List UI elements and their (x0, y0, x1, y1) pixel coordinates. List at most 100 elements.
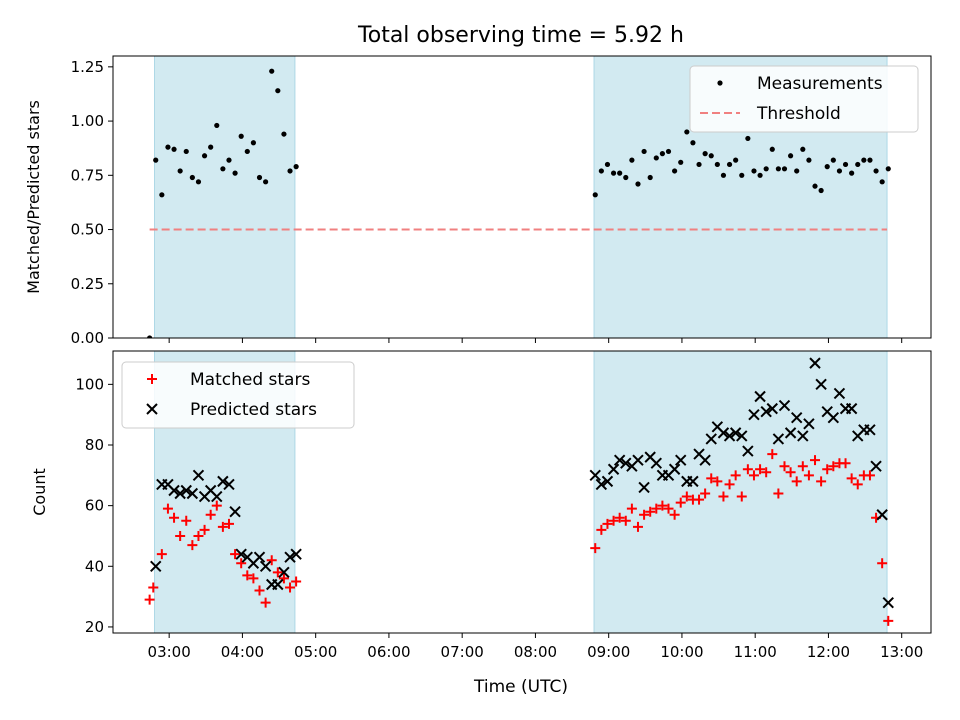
predicted-stars-point-21 (272, 578, 284, 591)
measurements-point-24 (287, 168, 293, 174)
matched-stars-point-3 (156, 549, 167, 560)
measurements-point-29 (610, 170, 617, 176)
matched-stars-point-37 (657, 500, 668, 511)
predicted-stars-point-47 (723, 430, 736, 442)
matched-stars-point-44 (700, 488, 711, 499)
y-tick-label: 1.25 (71, 58, 104, 76)
matched-stars-point-58 (785, 467, 796, 478)
measurements-point-10 (201, 153, 208, 159)
x-tick-label: 07:00 (441, 643, 484, 661)
measurements-point-27 (598, 168, 604, 174)
measurements-point-4 (165, 144, 171, 150)
matched-stars-point-10 (199, 524, 210, 535)
matched-stars-point-25 (291, 576, 302, 587)
predicted-stars-point-55 (772, 433, 785, 445)
predicted-stars-point-59 (797, 430, 809, 442)
measurements-point-43 (696, 161, 702, 168)
measurements-point-53 (757, 172, 763, 178)
predicted-stars-point-65 (833, 387, 846, 400)
predicted-stars-point-6 (180, 484, 192, 497)
measurements-point-45 (708, 153, 714, 159)
matched-stars-point-45 (706, 473, 717, 484)
chart-title: Total observing time = 5.92 h (357, 23, 684, 48)
measurements-point-9 (195, 179, 202, 185)
measurements-point-5 (171, 146, 177, 152)
measurements-point-21 (269, 68, 275, 74)
predicted-stars-point-23 (284, 551, 296, 563)
matched-stars-point-32 (626, 503, 637, 514)
y-tick-label: 1.00 (71, 112, 104, 130)
matched-stars-point-56 (773, 488, 784, 499)
matched-stars-point-5 (169, 512, 180, 523)
matched-stars-point-35 (645, 506, 656, 517)
matched-stars-point-65 (828, 461, 839, 472)
predicted-stars-point-52 (754, 390, 766, 403)
predicted-stars-point-7 (186, 487, 199, 500)
matched-stars-point-51 (742, 464, 753, 475)
predicted-stars-point-61 (809, 357, 821, 369)
y-tick-label: 0.50 (71, 221, 104, 239)
predicted-stars-point-56 (778, 399, 791, 412)
measurements-point-15 (232, 170, 238, 176)
matched-stars-point-54 (761, 467, 772, 478)
matched-stars-point-29 (608, 515, 619, 526)
legend-measurement-swatch (717, 80, 723, 86)
measurements-point-7 (183, 148, 189, 155)
matched-stars-point-47 (718, 491, 729, 502)
predicted-stars-point-35 (650, 457, 663, 469)
legend-entry-label: Measurements (757, 74, 883, 94)
matched-stars-point-8 (187, 540, 198, 551)
measurements-point-14 (226, 157, 232, 163)
matched-stars-point-27 (596, 524, 607, 535)
shaded-interval-2 (593, 350, 888, 634)
x-tick-label: 12:00 (807, 643, 850, 661)
shaded-interval-1 (154, 55, 296, 339)
matched-stars-point-53 (755, 464, 766, 475)
matched-stars-point-13 (217, 521, 228, 532)
matched-stars-point-31 (620, 515, 631, 526)
measurements-point-57 (781, 166, 788, 172)
y-tick-label: 0.75 (71, 166, 104, 184)
predicted-stars-point-48 (729, 427, 742, 439)
measurements-point-31 (623, 174, 629, 181)
predicted-stars-point-71 (870, 460, 882, 472)
matched-stars-point-49 (730, 470, 741, 481)
matched-stars-point-21 (266, 555, 277, 566)
measurements-point-37 (659, 151, 666, 157)
predicted-stars-point-67 (845, 402, 858, 415)
predicted-stars-point-33 (638, 481, 650, 494)
measurements-point-48 (726, 161, 733, 168)
matched-stars-point-4 (162, 503, 173, 514)
predicted-stars-point-13 (223, 478, 235, 491)
predicted-stars-point-30 (620, 457, 632, 469)
x-tick-label: 10:00 (660, 643, 703, 661)
measurements-point-17 (244, 148, 250, 155)
matched-stars-point-26 (590, 543, 601, 554)
measurements-point-69 (855, 161, 861, 168)
predicted-stars-point-73 (882, 596, 894, 609)
matched-stars-point-63 (816, 476, 827, 487)
legend-entry-label: Threshold (756, 104, 841, 124)
matched-stars-point-23 (278, 573, 289, 584)
matched-stars-point-9 (193, 530, 204, 541)
matched-stars-point-19 (254, 585, 265, 596)
measurements-point-52 (751, 168, 757, 174)
predicted-stars-point-22 (278, 566, 290, 579)
matched-stars-point-7 (181, 515, 192, 526)
legend-entry-label: Matched stars (190, 370, 310, 390)
measurements-point-22 (275, 88, 281, 94)
predicted-stars-point-64 (827, 412, 840, 424)
matched-stars-point-24 (285, 582, 296, 593)
matched-stars-point-12 (211, 500, 222, 511)
predicted-stars-point-32 (632, 454, 644, 466)
predicted-stars-point-60 (803, 418, 815, 430)
measurements-point-61 (806, 157, 812, 163)
measurements-point-6 (177, 168, 183, 174)
measurements-point-65 (830, 157, 836, 163)
measurements-point-72 (873, 168, 879, 174)
predicted-stars-point-25 (589, 469, 601, 482)
matched-stars-point-33 (632, 521, 643, 532)
predicted-stars-point-49 (736, 430, 748, 442)
y-tick-label: 80 (85, 436, 104, 454)
measurements-point-64 (824, 164, 830, 170)
